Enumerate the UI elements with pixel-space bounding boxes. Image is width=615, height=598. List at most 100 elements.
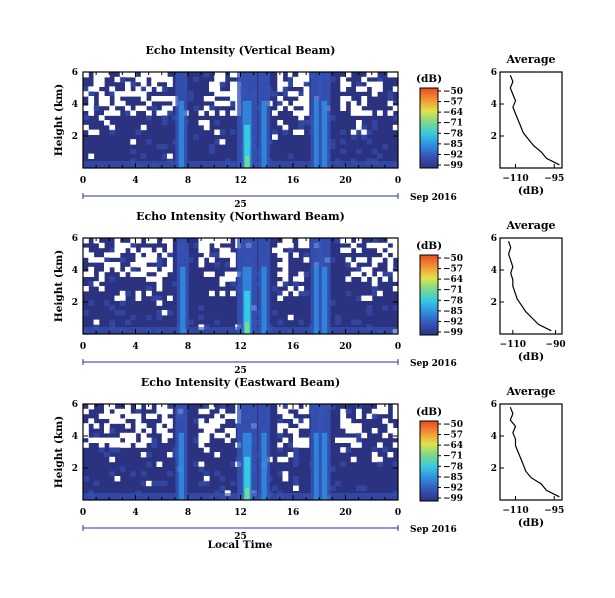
no-data-cell: [361, 295, 368, 301]
no-data-cell: [298, 96, 305, 102]
no-data-cell: [98, 72, 105, 78]
no-data-cell: [98, 271, 105, 277]
echo-cell: [298, 124, 305, 131]
echo-cell: [125, 110, 131, 116]
no-data-cell: [146, 266, 152, 273]
no-data-cell: [303, 91, 310, 97]
no-data-cell: [140, 91, 147, 97]
echo-cell: [277, 418, 284, 424]
echo-cell: [167, 110, 173, 116]
no-data-cell: [198, 257, 205, 263]
no-data-cell: [109, 86, 116, 92]
echo-cell: [329, 466, 336, 472]
no-data-cell: [109, 262, 116, 268]
no-data-cell: [277, 456, 284, 463]
no-data-cell: [224, 413, 231, 419]
no-data-cell: [167, 257, 173, 263]
no-data-cell: [114, 418, 121, 424]
no-data-cell: [161, 105, 168, 111]
profile-x-tick-label: −95: [544, 174, 564, 184]
no-data-cell: [214, 413, 221, 419]
no-data-cell: [392, 286, 399, 292]
no-data-cell: [93, 76, 100, 83]
echo-cell: [387, 91, 394, 97]
no-data-cell: [146, 276, 152, 282]
no-data-cell: [361, 266, 368, 273]
echo-cell: [198, 466, 205, 472]
no-data-cell: [303, 96, 310, 102]
x-tick-label: 8: [185, 176, 191, 186]
colorbar-tick-label: −50: [443, 87, 463, 97]
echo-cell: [293, 480, 299, 487]
no-data-cell: [298, 238, 305, 244]
echo-cell: [361, 134, 368, 140]
no-data-cell: [377, 442, 383, 448]
no-data-cell: [224, 276, 231, 282]
no-data-cell: [382, 418, 389, 424]
no-data-cell: [387, 423, 394, 429]
echo-cell: [156, 310, 163, 316]
no-data-cell: [151, 76, 158, 83]
no-data-cell: [161, 72, 168, 78]
echo-cell: [167, 471, 173, 477]
no-data-cell: [83, 238, 89, 244]
echo-cell: [340, 129, 347, 135]
precip-band-core: [261, 432, 267, 500]
heatmap-cells: [83, 72, 399, 169]
echo-cell: [371, 238, 378, 244]
y-tick-label: 6: [72, 234, 78, 244]
no-data-cell: [277, 271, 284, 277]
echo-cell: [161, 144, 168, 150]
colorbar-tick-label: −99: [443, 161, 463, 171]
x-tick-label: 0: [80, 176, 86, 186]
no-data-cell: [109, 124, 116, 131]
echo-cell: [340, 148, 347, 155]
no-data-cell: [219, 276, 226, 282]
colorbar-unit: (dB): [416, 406, 442, 418]
echo-cell: [114, 447, 121, 453]
no-data-cell: [219, 247, 226, 253]
no-data-cell: [203, 242, 210, 249]
x-tick-label: 8: [185, 342, 191, 352]
precip-band-core: [321, 432, 328, 500]
no-data-cell: [371, 408, 378, 415]
no-data-cell: [140, 452, 147, 458]
no-data-cell: [156, 110, 163, 116]
echo-cell: [219, 404, 226, 410]
profile-x-tick-label: −110: [500, 340, 526, 350]
echo-cell: [356, 432, 362, 439]
no-data-cell: [151, 413, 158, 419]
echo-cell: [293, 461, 299, 467]
profile-y-tick-label: 2: [491, 298, 497, 308]
no-data-cell: [361, 432, 368, 439]
x-tick-label: 16: [287, 342, 300, 352]
no-data-cell: [287, 413, 294, 419]
echo-cell: [356, 129, 362, 135]
no-data-cell: [293, 276, 299, 282]
no-data-cell: [156, 76, 163, 83]
no-data-cell: [114, 437, 121, 443]
date-label: Sep 2016: [410, 525, 457, 535]
no-data-cell: [282, 437, 289, 443]
day-label: 25: [234, 366, 247, 376]
no-data-cell: [146, 437, 152, 443]
echo-cell: [298, 290, 305, 297]
no-data-cell: [340, 105, 347, 111]
no-data-cell: [203, 428, 210, 434]
no-data-cell: [345, 72, 352, 78]
no-data-cell: [119, 408, 126, 415]
no-data-cell: [298, 242, 305, 249]
no-data-cell: [135, 252, 142, 258]
echo-cell: [83, 86, 89, 92]
echo-cell: [109, 305, 116, 311]
echo-cell: [282, 404, 289, 410]
no-data-cell: [282, 252, 289, 258]
no-data-cell: [209, 81, 215, 87]
no-data-cell: [146, 110, 152, 116]
no-data-cell: [135, 76, 142, 83]
no-data-cell: [303, 408, 310, 415]
profile-x-label: (dB): [518, 517, 544, 529]
echo-cell: [335, 314, 341, 321]
echo-cell: [303, 252, 310, 258]
no-data-cell: [214, 238, 221, 244]
